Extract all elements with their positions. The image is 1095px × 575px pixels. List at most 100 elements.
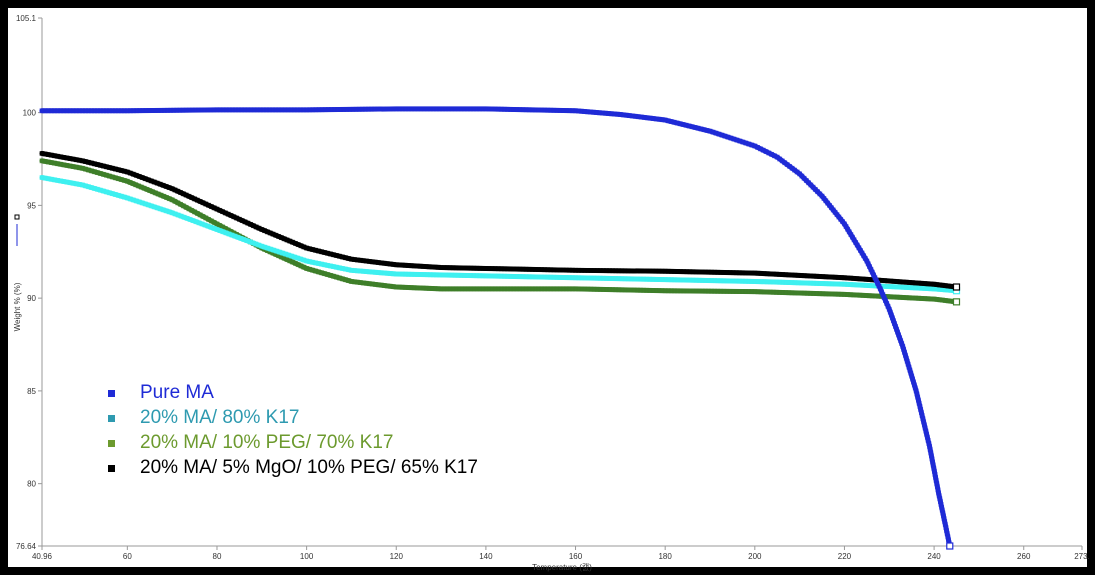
series-point: [67, 163, 73, 169]
series-point: [746, 278, 752, 284]
series-point: [459, 286, 465, 292]
series-point: [387, 261, 393, 267]
series-point: [554, 286, 560, 292]
series-point: [405, 285, 411, 290]
series-point: [718, 269, 724, 275]
series-point: [107, 190, 112, 196]
series-point: [563, 275, 569, 280]
series-point: [158, 192, 164, 198]
series-point: [384, 106, 390, 112]
series-point: [634, 287, 640, 293]
series-point: [854, 292, 860, 298]
series-point: [415, 272, 421, 277]
series-point: [115, 176, 121, 182]
series-point: [517, 107, 523, 113]
series-point: [230, 107, 235, 113]
series-point: [845, 275, 850, 281]
series-point: [298, 263, 304, 269]
series-point: [502, 266, 507, 272]
series-point: [563, 267, 569, 273]
series-point: [89, 108, 94, 114]
series-point: [344, 107, 350, 112]
series-point: [175, 200, 181, 206]
series-point: [130, 197, 136, 203]
series-point: [585, 286, 591, 292]
series-point: [798, 280, 804, 286]
series-point: [42, 151, 48, 157]
series-point: [727, 278, 733, 284]
series-point: [403, 106, 408, 112]
series-point: [292, 254, 298, 260]
series-point: [498, 273, 504, 279]
series-point: [634, 276, 640, 282]
series-point: [118, 108, 124, 114]
series-point: [931, 296, 937, 302]
series-point: [449, 106, 455, 112]
y-axis-series-marker: [14, 214, 20, 246]
series-point: [867, 264, 872, 270]
series-point: [801, 290, 807, 296]
series-point: [860, 282, 866, 288]
series-point: [80, 165, 85, 171]
series-point: [42, 108, 48, 114]
series-point: [721, 288, 727, 294]
series-point: [172, 211, 178, 217]
series-point: [349, 279, 354, 284]
series-point: [607, 268, 612, 274]
series-point: [716, 131, 722, 137]
series-point: [131, 108, 136, 114]
series-point: [925, 281, 931, 287]
series-point: [774, 271, 779, 277]
series-point: [166, 185, 172, 190]
series-point: [600, 275, 606, 281]
series-point: [163, 208, 169, 214]
series-point: [912, 385, 918, 391]
series-point: [471, 273, 476, 279]
series-point: [650, 276, 656, 282]
series-point: [279, 235, 284, 241]
series-point: [857, 276, 863, 282]
series-point: [934, 282, 940, 287]
series-point: [829, 281, 835, 287]
series-point: [259, 243, 265, 249]
series-point: [665, 288, 671, 294]
series-point: [880, 292, 886, 298]
series-point: [641, 268, 646, 274]
series-point: [909, 373, 915, 379]
series-point: [894, 326, 899, 332]
series-point: [495, 273, 501, 279]
series-point: [202, 107, 208, 113]
series-point: [52, 160, 57, 166]
series-point: [529, 107, 535, 113]
series-point: [331, 264, 336, 270]
series-point: [477, 286, 483, 292]
series-point: [896, 332, 901, 338]
series-point: [740, 278, 745, 284]
series-point: [267, 107, 272, 113]
series-point: [573, 286, 578, 292]
series-point: [582, 275, 588, 281]
series-point: [770, 279, 776, 285]
series-point: [758, 279, 764, 285]
series-point: [656, 116, 662, 122]
series-point: [882, 278, 888, 284]
series-point: [45, 108, 51, 114]
series-point: [848, 275, 854, 281]
series-point: [474, 106, 480, 112]
series-point: [396, 262, 402, 268]
series-point: [194, 197, 200, 203]
series-point: [109, 191, 115, 197]
series-point: [80, 182, 85, 188]
series-point: [319, 249, 324, 255]
series-point: [124, 169, 130, 175]
series-point: [610, 287, 616, 293]
series-point: [331, 252, 336, 258]
series-point: [175, 188, 181, 194]
series-point: [919, 280, 925, 286]
series-point: [293, 241, 298, 246]
series-point: [662, 288, 668, 294]
series-point: [638, 287, 643, 293]
series-point: [628, 268, 634, 274]
series-point: [396, 106, 402, 112]
series-point: [349, 256, 354, 262]
